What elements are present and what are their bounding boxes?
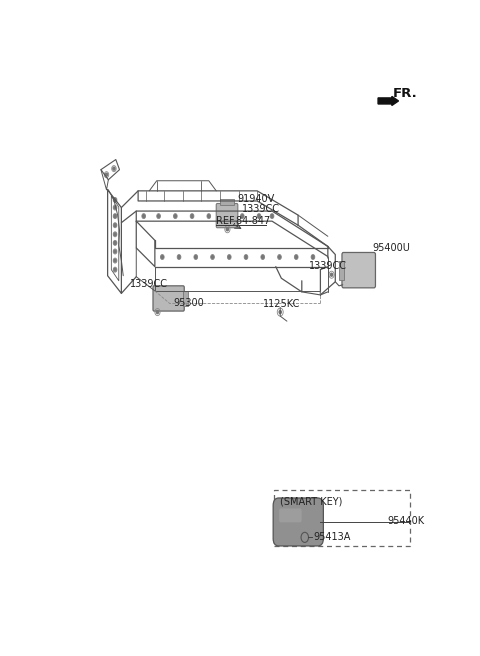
Circle shape	[195, 256, 197, 258]
Circle shape	[114, 259, 116, 262]
FancyArrow shape	[378, 96, 398, 106]
Circle shape	[191, 215, 193, 218]
Bar	[220, 199, 234, 205]
Circle shape	[114, 224, 116, 227]
Circle shape	[114, 241, 116, 245]
Circle shape	[262, 256, 264, 258]
Text: REF.84-847: REF.84-847	[216, 216, 271, 226]
Circle shape	[143, 215, 145, 218]
Circle shape	[211, 256, 214, 258]
Circle shape	[225, 215, 227, 218]
Circle shape	[114, 233, 116, 236]
Circle shape	[312, 256, 314, 258]
FancyBboxPatch shape	[342, 253, 375, 288]
Circle shape	[330, 273, 333, 276]
FancyBboxPatch shape	[273, 498, 324, 546]
Text: FR.: FR.	[393, 87, 418, 100]
Text: 95413A: 95413A	[313, 533, 350, 543]
FancyBboxPatch shape	[153, 286, 184, 311]
Text: 1339CC: 1339CC	[242, 203, 280, 214]
Text: 1339CC: 1339CC	[130, 279, 168, 289]
Circle shape	[114, 206, 116, 209]
Circle shape	[178, 256, 180, 258]
Text: 95300: 95300	[173, 298, 204, 308]
Circle shape	[113, 167, 115, 170]
Circle shape	[258, 215, 260, 218]
Circle shape	[106, 173, 108, 176]
Bar	[339, 260, 344, 279]
Circle shape	[295, 256, 297, 258]
Circle shape	[114, 268, 116, 271]
Text: 1339CC: 1339CC	[309, 260, 347, 271]
Circle shape	[271, 215, 273, 218]
Circle shape	[245, 256, 247, 258]
Circle shape	[114, 215, 116, 218]
Text: 95440K: 95440K	[387, 516, 424, 525]
Circle shape	[156, 310, 158, 314]
Bar	[183, 291, 188, 306]
Circle shape	[114, 198, 116, 201]
Circle shape	[161, 256, 163, 258]
Text: 95400U: 95400U	[372, 243, 410, 253]
Text: 91940V: 91940V	[238, 194, 275, 204]
Circle shape	[208, 215, 210, 218]
Circle shape	[228, 256, 230, 258]
Circle shape	[226, 228, 228, 231]
Circle shape	[241, 215, 243, 218]
Circle shape	[174, 215, 177, 218]
Circle shape	[279, 310, 281, 314]
Text: (SMART KEY): (SMART KEY)	[280, 497, 343, 506]
Bar	[274, 491, 409, 546]
FancyBboxPatch shape	[216, 203, 238, 228]
FancyBboxPatch shape	[279, 508, 301, 522]
Circle shape	[114, 250, 116, 253]
Circle shape	[278, 256, 281, 258]
Circle shape	[157, 215, 160, 218]
Text: 1125KC: 1125KC	[263, 299, 300, 309]
